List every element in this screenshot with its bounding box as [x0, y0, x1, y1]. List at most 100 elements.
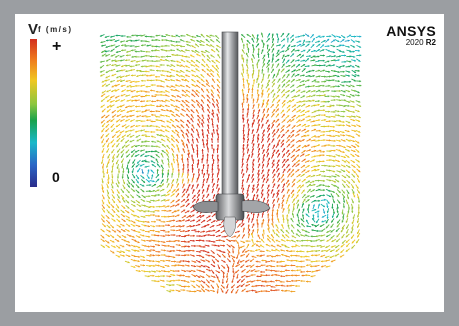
vector-arrow-head: [150, 89, 152, 92]
vector-arrow-head: [359, 45, 362, 48]
vector-arrow-head: [322, 90, 325, 93]
vector-arrow-head: [137, 201, 140, 204]
vector-arrow-head: [313, 84, 315, 88]
vector-arrow-head: [140, 149, 142, 152]
vector-arrow-head: [270, 265, 273, 268]
vector-arrow-head: [359, 35, 362, 38]
vector-arrow-head: [267, 218, 270, 221]
vector-arrow-head: [332, 201, 335, 204]
vector-arrow-head: [303, 134, 306, 137]
vector-arrow-head: [277, 218, 280, 220]
vector-arrow-head: [292, 198, 295, 201]
vector-arrow-head: [150, 145, 153, 148]
vector-arrow-head: [298, 68, 301, 71]
vector-arrow-head: [186, 173, 190, 176]
vector-arrow-head: [242, 49, 244, 52]
vector-arrow-head: [206, 43, 209, 46]
vector-arrow-head: [280, 239, 283, 242]
vector-arrow-head: [270, 244, 273, 247]
vector-arrow-head: [222, 271, 225, 274]
vector-arrow-head: [293, 115, 296, 117]
vector-arrow-head: [199, 289, 202, 293]
vector-arrow-head: [252, 48, 255, 51]
vector-arrow-head: [317, 80, 320, 83]
vector-arrow-head: [261, 49, 264, 52]
vector-arrow-head: [307, 195, 310, 198]
vector-arrow-head: [288, 153, 291, 156]
vector-arrow-head: [266, 84, 269, 87]
vector-arrow-head: [101, 99, 104, 102]
vector-arrow-head: [241, 289, 244, 292]
vector-arrow-head: [297, 115, 300, 118]
vector-arrow-head: [323, 100, 326, 103]
vector-arrow-head: [144, 165, 147, 168]
vector-arrow-head: [120, 69, 123, 72]
vector-arrow-head: [338, 149, 341, 152]
vector-arrow-head: [175, 105, 178, 108]
vector-arrow-head: [257, 123, 260, 126]
vector-arrow-head: [207, 251, 210, 254]
vector-arrow-head: [156, 105, 158, 108]
vector-arrow-head: [140, 34, 143, 37]
vector-arrow-head: [153, 245, 155, 248]
vector-arrow-head: [151, 49, 153, 52]
vector-arrow-head: [164, 59, 167, 62]
vector-arrow-head: [197, 168, 200, 171]
vector-arrow-head: [242, 144, 245, 146]
vector-arrow-head: [352, 85, 355, 88]
vector-arrow-head: [195, 64, 198, 67]
vector-arrow-head: [333, 95, 336, 98]
vector-arrow-head: [157, 209, 160, 212]
vector-arrow-head: [322, 59, 325, 62]
vector-arrow-head: [171, 53, 174, 56]
vector-arrow-head: [287, 84, 290, 87]
vector-arrow-head: [122, 196, 125, 199]
vector-arrow-head: [308, 115, 311, 118]
vector-arrow-head: [282, 63, 285, 66]
vector-arrow-head: [134, 39, 137, 42]
vector-arrow-head: [182, 163, 185, 166]
vector-arrow-head: [125, 54, 128, 57]
vector-arrow-head: [133, 224, 136, 227]
vector-arrow-head: [317, 100, 320, 103]
vector-arrow-head: [342, 120, 345, 124]
vector-arrow-head: [276, 212, 279, 215]
vector-arrow-head: [302, 80, 305, 83]
vector-arrow-head: [237, 230, 240, 233]
vector-arrow-head: [182, 204, 185, 207]
vector-arrow-head: [257, 43, 259, 46]
vector-arrow-head: [251, 218, 254, 220]
vector-arrow-head: [158, 244, 160, 247]
vector-arrow-head: [207, 118, 210, 121]
vector-arrow-head: [335, 246, 338, 248]
vector-arrow-head: [127, 206, 130, 209]
vector-arrow-head: [130, 109, 133, 112]
vector-arrow-head: [106, 186, 109, 189]
vector-arrow-head: [304, 230, 307, 233]
vector-arrow-head: [134, 45, 137, 48]
vector-arrow-head: [266, 114, 269, 117]
vector-arrow-head: [102, 220, 105, 223]
vector-arrow-head: [127, 185, 130, 188]
vector-arrow-head: [143, 210, 146, 213]
vector-arrow-head: [191, 99, 194, 102]
vector-arrow-head: [349, 146, 352, 148]
vector-arrow-head: [170, 79, 173, 82]
vector-arrow-head: [320, 255, 323, 258]
vector-arrow-head: [300, 270, 303, 273]
vector-arrow-head: [272, 199, 275, 202]
vector-arrow-head: [256, 128, 259, 131]
vector-arrow-head: [318, 114, 321, 117]
vector-arrow-head: [206, 147, 210, 150]
vector-arrow-head: [186, 34, 189, 36]
vector-arrow-head: [301, 223, 304, 226]
vector-arrow-head: [333, 110, 336, 113]
vector-arrow-head: [176, 188, 179, 191]
vector-arrow-head: [107, 234, 110, 237]
vector-arrow-head: [198, 239, 201, 242]
vector-arrow-head: [123, 229, 126, 232]
vector-arrow-head: [256, 183, 259, 186]
vector-arrow-head: [201, 122, 204, 125]
vector-arrow-head: [142, 249, 145, 252]
vector-arrow-head: [180, 103, 183, 106]
